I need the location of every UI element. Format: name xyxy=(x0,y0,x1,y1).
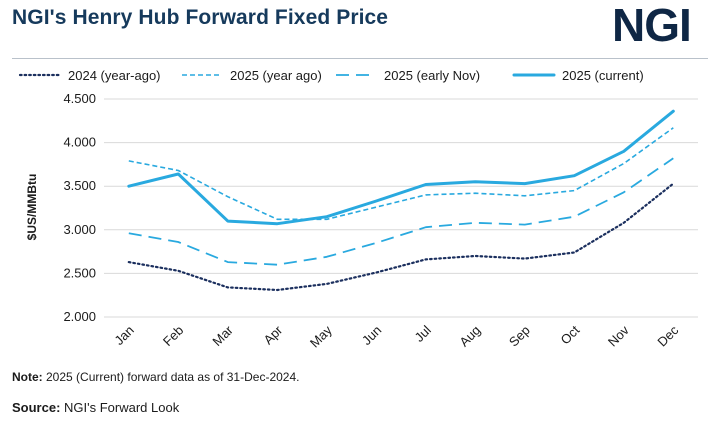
x-tick-label: Mar xyxy=(209,322,236,349)
y-tick-label: 3.000 xyxy=(63,222,96,237)
x-tick-label: May xyxy=(307,322,335,350)
x-tick-label: Nov xyxy=(605,322,632,349)
series-line-4 xyxy=(127,109,675,226)
x-tick-label: Jun xyxy=(359,323,384,348)
series-line-1 xyxy=(127,182,675,292)
y-axis-label: $US/MMBtu xyxy=(25,174,39,241)
note-text: 2025 (Current) forward data as of 31-Dec… xyxy=(42,370,300,384)
legend-label-3: 2025 (early Nov) xyxy=(384,68,480,83)
chart-legend: 2024 (year-ago) 2025 (year ago) 2025 (earl… xyxy=(18,68,644,83)
x-tick-label: Jul xyxy=(412,322,434,344)
x-tick-label: Dec xyxy=(654,322,681,349)
x-tick-label: Jan xyxy=(111,323,136,348)
y-tick-label: 2.500 xyxy=(63,265,96,280)
series-lines xyxy=(127,109,675,292)
series-line-3 xyxy=(128,157,674,266)
y-tick-labels: 2.000 2.500 3.000 3.500 4.000 4.500 xyxy=(63,91,96,324)
page-title: NGI's Henry Hub Forward Fixed Price xyxy=(12,6,389,29)
series-line-2 xyxy=(128,127,674,221)
chart-source: Source: NGI's Forward Look xyxy=(12,400,179,415)
x-tick-labels: Jan Feb Mar Apr May Jun Jul Aug Sep Oct Nov Dec xyxy=(111,322,681,350)
legend-label-4: 2025 (current) xyxy=(562,68,644,83)
x-tick-label: Feb xyxy=(160,323,186,349)
forward-price-chart: 2024 (year-ago) 2025 (year ago) 2025 (earl… xyxy=(18,68,698,350)
legend-label-1: 2024 (year-ago) xyxy=(68,68,161,83)
ngi-logo: NGI xyxy=(612,0,692,51)
y-tick-label: 4.500 xyxy=(63,91,96,106)
x-tick-label: Aug xyxy=(456,323,483,350)
y-tick-label: 4.000 xyxy=(63,135,96,150)
title-divider xyxy=(12,58,708,59)
legend-label-2: 2025 (year ago) xyxy=(230,68,322,83)
x-tick-label: Apr xyxy=(260,322,285,347)
chart-note: Note: 2025 (Current) forward data as of … xyxy=(12,370,299,384)
y-tick-label: 2.000 xyxy=(63,309,96,324)
source-label: Source: xyxy=(12,400,61,415)
y-tick-label: 3.500 xyxy=(63,178,96,193)
x-tick-label: Oct xyxy=(557,322,582,347)
note-label: Note: xyxy=(12,370,43,384)
x-tick-label: Sep xyxy=(506,323,533,350)
gridlines xyxy=(104,98,698,318)
source-text: NGI's Forward Look xyxy=(60,400,180,415)
